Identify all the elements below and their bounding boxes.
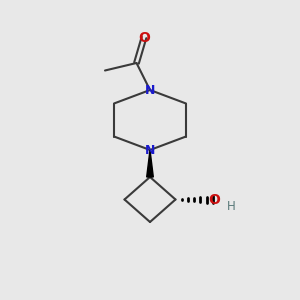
Text: O: O [138, 31, 150, 44]
Text: N: N [145, 143, 155, 157]
Text: H: H [227, 200, 236, 213]
Polygon shape [147, 150, 153, 177]
Text: O: O [208, 193, 220, 206]
Text: N: N [145, 83, 155, 97]
